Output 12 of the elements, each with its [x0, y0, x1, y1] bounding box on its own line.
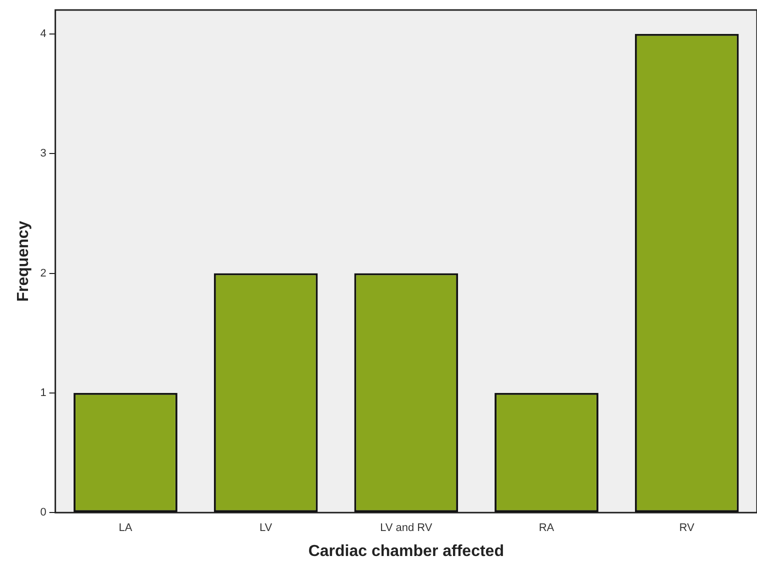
x-axis-title: Cardiac chamber affected: [308, 542, 504, 560]
y-tick-label: 0: [40, 506, 46, 519]
x-tick-label: LV and RV: [380, 522, 433, 534]
y-axis-title: Frequency: [15, 220, 32, 302]
y-tick-label: 4: [40, 28, 46, 40]
x-tick-label: LA: [118, 522, 133, 534]
x-tick-label: RA: [538, 522, 555, 534]
y-tick-label: 2: [40, 267, 46, 280]
x-tick-label: LV: [260, 522, 273, 534]
y-tick-label: 1: [40, 386, 46, 399]
x-tick-label: RV: [679, 522, 696, 534]
y-tick-label: 3: [40, 148, 46, 160]
